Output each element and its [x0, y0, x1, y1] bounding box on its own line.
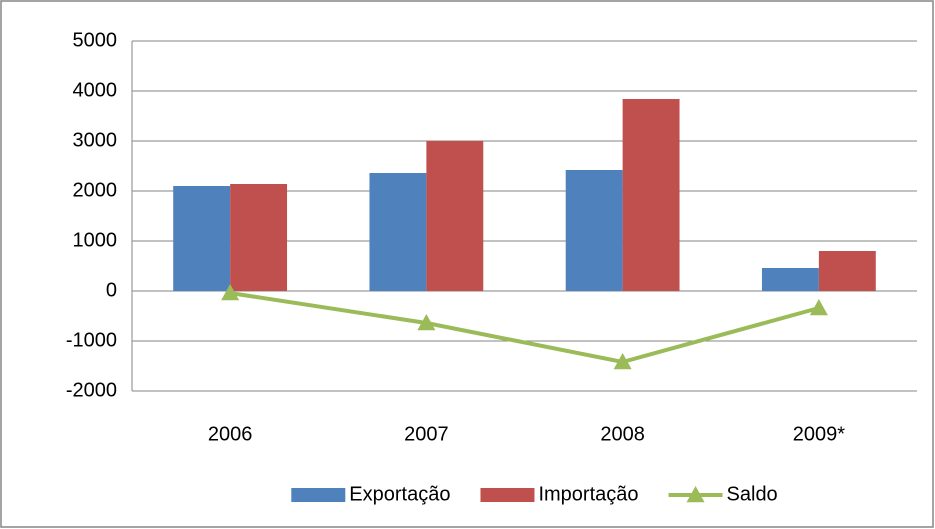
- y-tick-label: 5000: [73, 29, 118, 51]
- line: [229, 291, 820, 365]
- x-tick-label: 2007: [404, 423, 449, 445]
- bar: [230, 184, 288, 291]
- legend-item: Exportação: [291, 483, 450, 505]
- x-tick-label: 2009*: [793, 423, 845, 445]
- line-marker: [221, 284, 240, 301]
- x-tick-label: 2008: [600, 423, 645, 445]
- bar: [818, 251, 876, 291]
- legend-label: Exportação: [349, 483, 450, 505]
- legend-label: Saldo: [727, 483, 778, 505]
- y-tick-label: 4000: [73, 79, 118, 101]
- y-tick-label: -1000: [66, 329, 117, 351]
- bar: [173, 186, 231, 291]
- line-marker: [417, 314, 436, 331]
- legend-item: Saldo: [668, 483, 778, 505]
- x-tick-label: 2006: [208, 423, 253, 445]
- y-tick-label: 3000: [73, 129, 118, 151]
- legend-label: Importação: [538, 483, 638, 505]
- bar: [426, 141, 484, 291]
- legend-key: [686, 486, 705, 503]
- legend-key: [291, 488, 346, 502]
- legend-item: Importação: [480, 483, 639, 505]
- bar: [761, 268, 819, 291]
- y-tick-label: 2000: [73, 179, 118, 201]
- line-marker: [613, 353, 632, 370]
- y-tick-label: 0: [106, 279, 117, 301]
- bar: [622, 99, 680, 291]
- y-tick-label: 1000: [73, 229, 118, 251]
- y-tick-label: -2000: [66, 379, 117, 401]
- legend-key: [480, 488, 535, 502]
- bar: [565, 170, 623, 291]
- line-marker: [809, 299, 828, 316]
- bar: [369, 173, 427, 291]
